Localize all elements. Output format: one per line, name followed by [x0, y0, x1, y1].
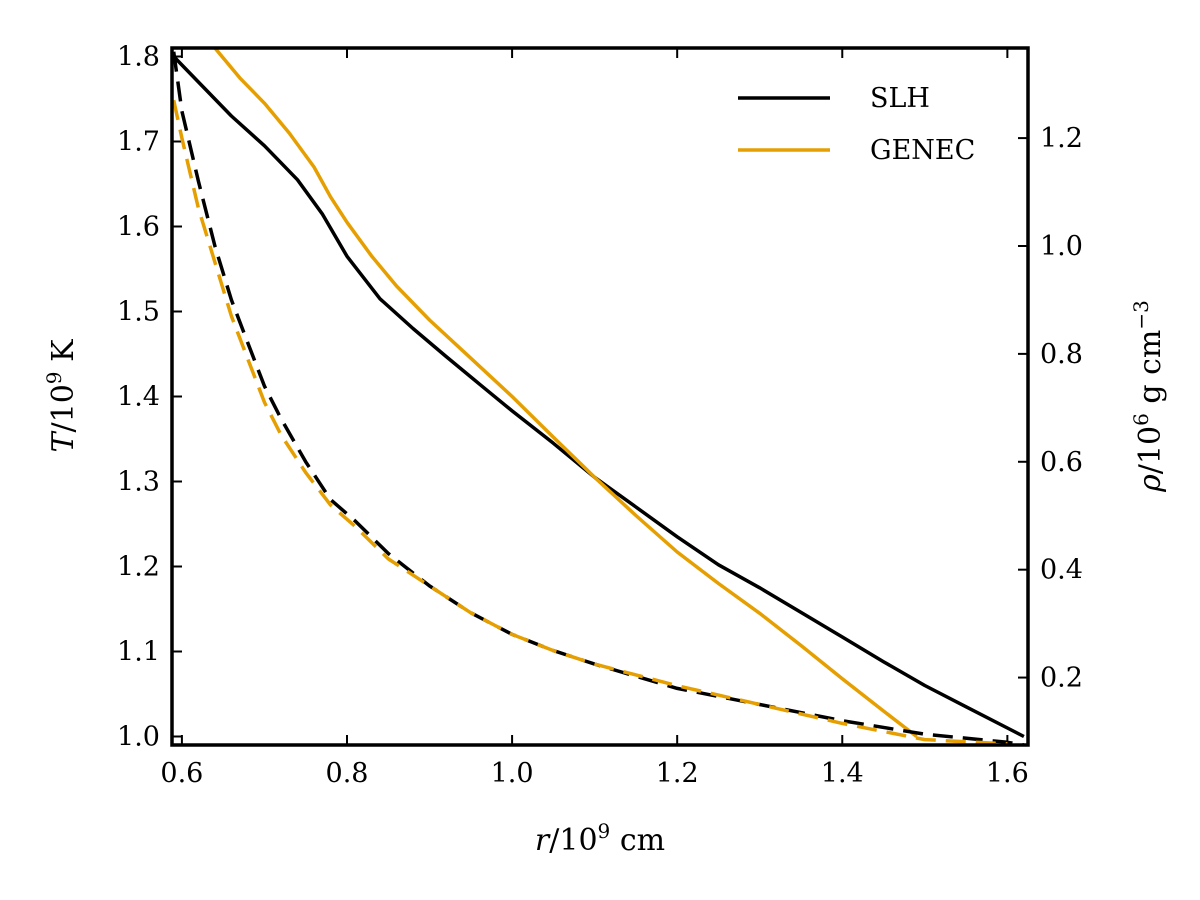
y-tick-label-right: 0.4 [1040, 555, 1083, 586]
y-tick-label-right: 0.8 [1040, 339, 1083, 370]
y-tick-label-left: 1.6 [117, 212, 160, 243]
y-tick-label-left: 1.4 [117, 382, 160, 413]
y-axis-label-left: T/109 K [42, 339, 81, 453]
series-genec-density [172, 99, 1008, 745]
y-tick-label-left: 1.7 [117, 127, 160, 158]
y-tick-label-right: 0.6 [1040, 447, 1083, 478]
x-axis-label: r/109 cm [535, 819, 665, 858]
legend: SLH GENEC [738, 83, 975, 166]
y-tick-label-right: 0.2 [1040, 663, 1083, 694]
y-tick-label-right: 1.2 [1040, 123, 1083, 154]
legend-label-slh: SLH [870, 83, 930, 114]
legend-label-genec: GENEC [870, 135, 975, 166]
series-slh-temperature [172, 55, 1025, 739]
y-tick-label-left: 1.1 [117, 637, 160, 668]
y-tick-label-left: 1.5 [117, 297, 160, 328]
y-tick-label-left: 1.0 [117, 722, 160, 753]
x-tick-label: 0.8 [326, 758, 369, 789]
y-axis-label-right: ρ/106 g cm−3 [1129, 300, 1168, 493]
y-tick-label-left: 1.3 [117, 467, 160, 498]
x-tick-label: 1.6 [986, 758, 1029, 789]
y-tick-label-left: 1.8 [117, 42, 160, 73]
plot-frame [170, 46, 1030, 747]
x-tick-label: 1.2 [656, 758, 699, 789]
x-tick-label: 1.4 [821, 758, 864, 789]
x-tick-label: 1.0 [491, 758, 534, 789]
x-tick-label: 0.6 [160, 758, 203, 789]
y-tick-label-right: 1.0 [1040, 231, 1083, 262]
y-tick-label-left: 1.2 [117, 552, 160, 583]
series-layer [172, 48, 1025, 745]
tick-labels-layer: 0.6 0.8 1.0 1.2 1.4 1.6 1.0 1.1 1.2 1.3 1.4 1.5 1.6 1… [117, 42, 1083, 790]
series-genec-temperature [213, 48, 918, 738]
